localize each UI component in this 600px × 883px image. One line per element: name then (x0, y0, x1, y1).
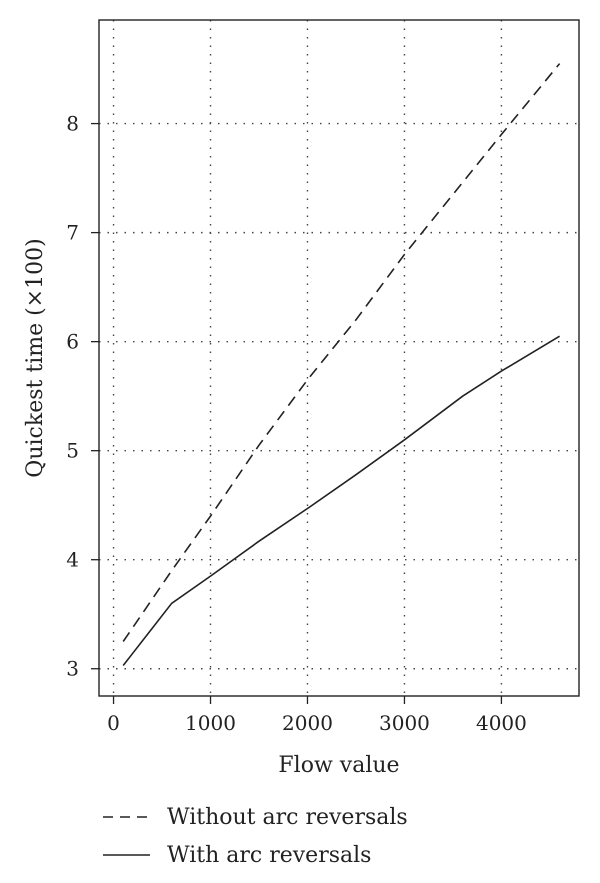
y-tick-label: 3 (66, 657, 79, 681)
x-tick-label: 3000 (379, 711, 430, 735)
y-tick-label: 6 (66, 330, 79, 354)
x-tick-label: 0 (107, 711, 120, 735)
plot-frame (98, 19, 580, 697)
legend: Without arc reversals With arc reversals (103, 805, 408, 868)
y-axis-title: Quickest time (×100) (23, 238, 48, 477)
y-tick-label: 8 (66, 112, 79, 136)
x-axis: 0 1000 2000 3000 4000 (107, 696, 527, 735)
series-line-with-arc-reversals (122, 335, 561, 666)
y-tick-label: 4 (66, 548, 79, 572)
legend-label-with-arc-reversals: With arc reversals (167, 843, 371, 868)
legend-label-without-arc-reversals: Without arc reversals (167, 805, 408, 830)
x-axis-title: Flow value (278, 753, 399, 778)
x-tick-label: 4000 (476, 711, 527, 735)
grid (99, 20, 579, 696)
y-tick-label: 5 (66, 439, 79, 463)
y-tick-label: 7 (66, 221, 79, 245)
series-line-without-arc-reversals (122, 63, 561, 642)
series-group (122, 63, 561, 666)
y-axis: 3 4 5 6 7 8 (66, 112, 99, 681)
x-tick-label: 1000 (185, 711, 236, 735)
x-tick-label: 2000 (282, 711, 333, 735)
